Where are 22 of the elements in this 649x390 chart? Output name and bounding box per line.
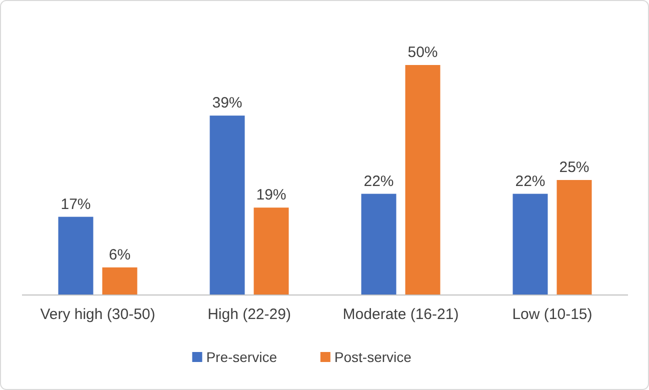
bar — [254, 208, 289, 295]
x-tick-label: High (22-29) — [208, 306, 291, 323]
data-label: 17% — [60, 196, 91, 213]
bar — [512, 194, 548, 295]
x-tick-label: Low (10-15) — [512, 306, 592, 323]
bar — [405, 65, 440, 295]
bar — [102, 267, 138, 295]
data-label: 39% — [212, 94, 242, 112]
legend-label: Post-service — [334, 349, 412, 365]
bar — [210, 116, 245, 295]
data-label: 25% — [559, 159, 590, 176]
bar — [556, 180, 592, 295]
x-tick-label: Moderate (16-21) — [342, 306, 459, 323]
bar — [58, 216, 94, 295]
data-label: 50% — [408, 44, 438, 61]
x-tick-label: Very high (30-50) — [40, 306, 156, 323]
data-label: 19% — [256, 186, 286, 204]
data-label: 22% — [364, 172, 394, 190]
legend-label: Pre-service — [206, 349, 278, 365]
data-label: 6% — [108, 246, 131, 264]
bar — [361, 194, 396, 295]
data-label: 22% — [515, 172, 546, 190]
